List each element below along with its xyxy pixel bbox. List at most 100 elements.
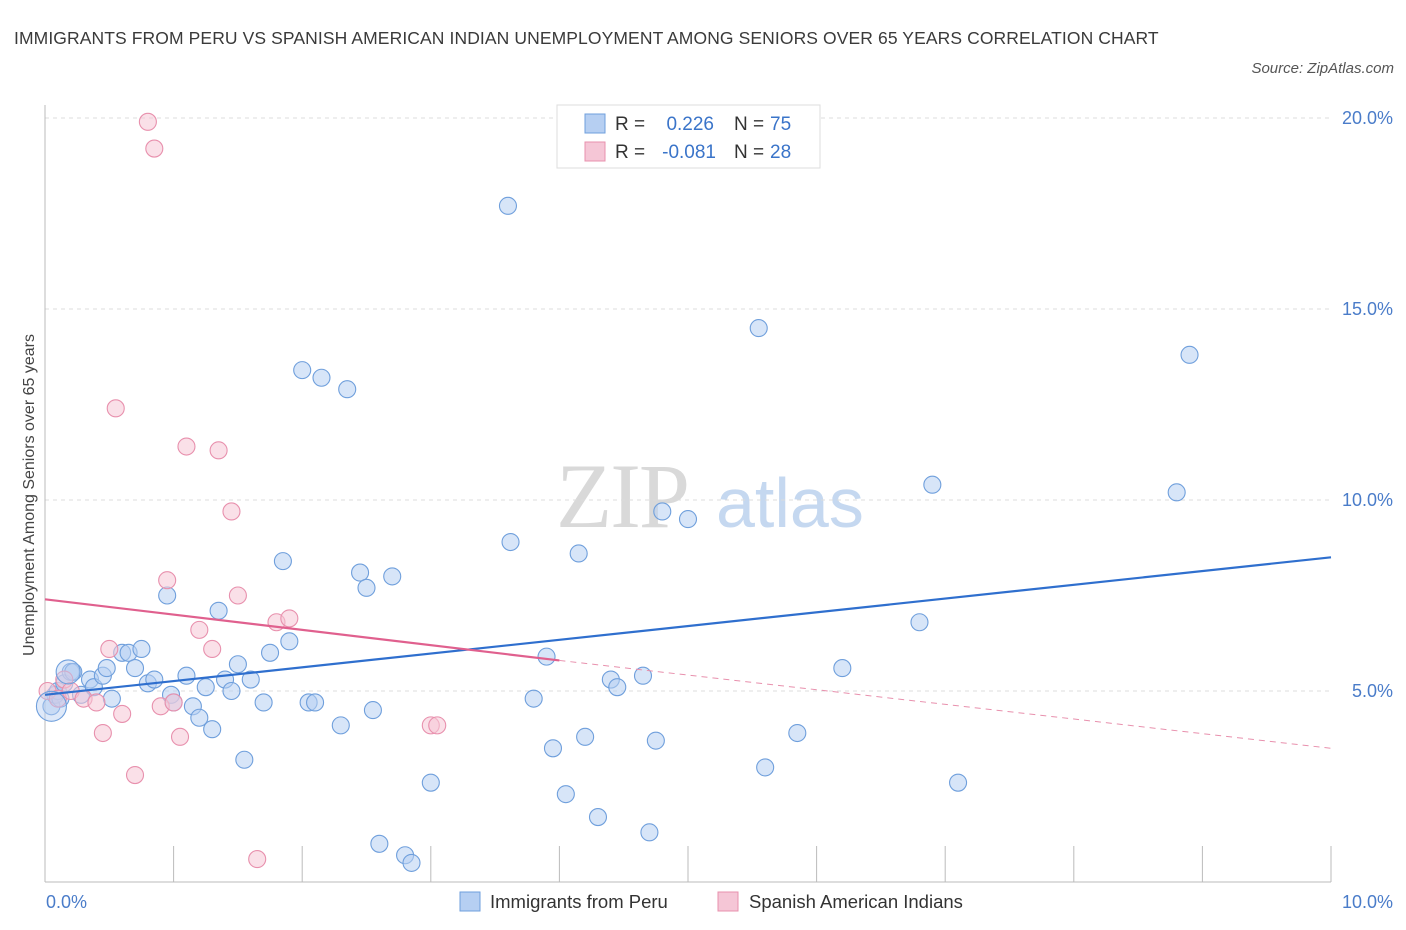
peru-point xyxy=(556,785,575,804)
peru-point xyxy=(1167,483,1186,502)
y-axis-title: Unemployment Among Seniors over 65 years xyxy=(21,334,38,656)
peru-point xyxy=(331,716,350,735)
peru-point xyxy=(1180,345,1199,364)
peru-point xyxy=(280,632,299,651)
sai-point xyxy=(177,437,196,456)
sai-point xyxy=(248,850,267,869)
peru-point xyxy=(383,567,402,586)
peru-point xyxy=(588,808,608,827)
peru-point-cluster xyxy=(35,690,67,722)
sai-point xyxy=(222,502,241,521)
peru-point xyxy=(209,601,228,620)
series-legend-label-sai: Spanish American Indians xyxy=(749,891,963,912)
sai-point xyxy=(280,609,299,628)
peru-point xyxy=(228,655,247,674)
peru-point xyxy=(260,643,280,662)
peru-point xyxy=(158,586,177,605)
peru-point xyxy=(254,693,273,712)
peru-point-cluster xyxy=(55,659,81,685)
peru-point xyxy=(543,739,563,758)
peru-point xyxy=(923,475,942,494)
sai-point xyxy=(113,704,132,723)
sai-point xyxy=(145,139,164,158)
peru-point xyxy=(102,689,121,708)
sai-point xyxy=(138,112,157,131)
y-tick-label: 5.0% xyxy=(1352,681,1393,701)
peru-point xyxy=(132,639,151,659)
legend-r-value-peru: 0.226 xyxy=(666,114,714,135)
legend-swatch-sai xyxy=(584,141,606,162)
series-legend-swatch-peru xyxy=(459,891,481,912)
legend-n-value-peru: 75 xyxy=(770,114,791,135)
peru-point xyxy=(646,731,665,750)
peru-point xyxy=(125,659,145,678)
peru-point xyxy=(640,823,659,842)
sai-trend-line xyxy=(44,598,560,662)
peru-point xyxy=(312,368,331,387)
peru-point xyxy=(241,670,260,689)
peru-point xyxy=(833,659,852,678)
legend-r-label-peru: R = xyxy=(615,114,645,135)
axes: 5.0% 10.0% 15.0% 20.0% 0.0% 10.0% xyxy=(44,105,1393,912)
x-tick-label: 0.0% xyxy=(46,892,87,912)
series-legend: Immigrants from Peru Spanish American In… xyxy=(459,891,963,912)
peru-point xyxy=(145,670,164,689)
gridlines xyxy=(45,117,1331,692)
chart-source: Source: ZipAtlas.com xyxy=(1251,60,1394,77)
peru-point xyxy=(576,727,595,746)
peru-point xyxy=(569,544,588,563)
watermark-zip: ZIP xyxy=(556,445,688,547)
peru-point xyxy=(949,773,968,792)
peru-point xyxy=(910,613,929,632)
sai-trend-line-extension xyxy=(559,659,1332,749)
peru-point xyxy=(190,708,209,727)
watermark-atlas: atlas xyxy=(716,464,864,542)
stats-legend: R = 0.226 N = 75 R = -0.081 N = 28 xyxy=(556,104,821,169)
peru-point xyxy=(608,678,627,697)
sai-point xyxy=(106,399,125,418)
peru-point xyxy=(370,834,389,853)
peru-point xyxy=(653,502,672,521)
peru-point xyxy=(421,773,440,792)
sai-point xyxy=(93,723,112,743)
sai-point xyxy=(190,620,209,639)
sai-point xyxy=(203,639,222,659)
legend-r-value-sai: -0.081 xyxy=(662,142,716,163)
peru-point xyxy=(222,681,241,701)
legend-r-label-sai: R = xyxy=(615,142,645,163)
peru-point xyxy=(338,380,357,399)
peru-point xyxy=(749,319,768,338)
sai-point xyxy=(158,571,177,590)
peru-point xyxy=(363,701,382,720)
sai-point xyxy=(228,586,247,605)
legend-n-value-sai: 28 xyxy=(770,142,791,163)
peru-point xyxy=(351,563,370,582)
peru-point xyxy=(306,693,325,712)
x-tick-label: 10.0% xyxy=(1342,892,1393,912)
peru-point xyxy=(97,659,116,678)
peru-point xyxy=(235,750,254,769)
sai-point xyxy=(209,441,228,460)
sai-point xyxy=(87,693,106,712)
peru-trend-line xyxy=(44,556,1332,696)
peru-point xyxy=(357,578,376,597)
legend-n-label-peru: N = xyxy=(734,114,764,135)
peru-point xyxy=(756,758,775,777)
peru-point xyxy=(537,647,556,666)
series-legend-swatch-sai xyxy=(717,891,739,912)
y-tick-label: 20.0% xyxy=(1342,108,1393,128)
sai-point xyxy=(125,765,145,785)
peru-point xyxy=(203,720,222,739)
peru-point xyxy=(177,666,196,685)
chart-title: IMMIGRANTS FROM PERU VS SPANISH AMERICAN… xyxy=(14,28,1159,48)
y-tick-label: 15.0% xyxy=(1342,299,1393,319)
series-legend-label-peru: Immigrants from Peru xyxy=(490,891,668,912)
y-tick-label: 10.0% xyxy=(1342,490,1393,510)
peru-point xyxy=(788,723,807,743)
legend-swatch-peru xyxy=(584,113,606,134)
peru-point xyxy=(293,361,312,380)
trend-lines xyxy=(44,556,1332,749)
sai-point xyxy=(164,693,183,712)
peru-point xyxy=(196,678,215,697)
